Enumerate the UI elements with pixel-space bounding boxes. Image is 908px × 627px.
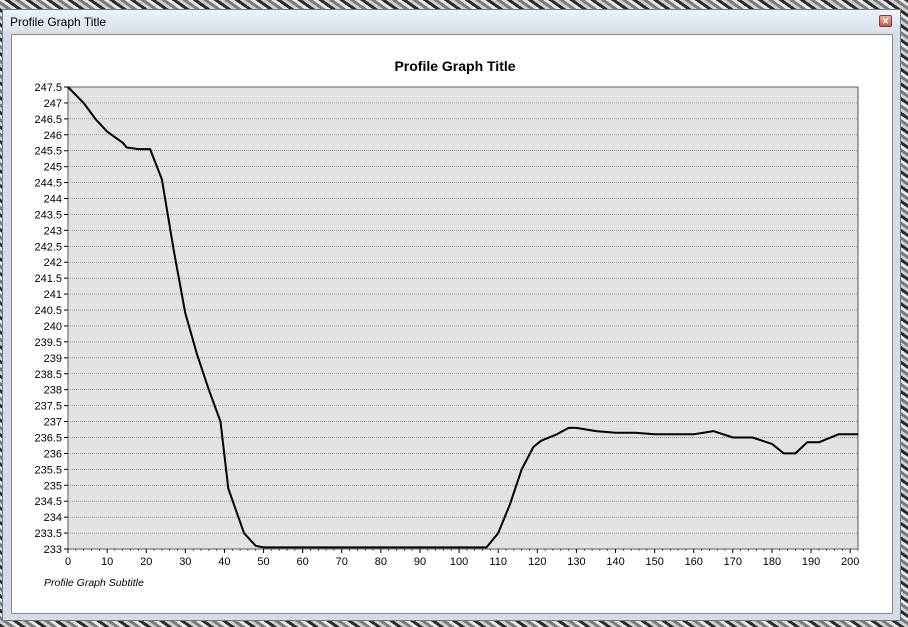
y-tick-label: 243 — [44, 225, 62, 237]
x-tick-label: 130 — [567, 556, 585, 568]
x-tick-label: 100 — [450, 556, 468, 568]
x-tick-label: 90 — [414, 556, 426, 568]
chart-subtitle: Profile Graph Subtitle — [44, 577, 144, 589]
x-tick-label: 80 — [375, 556, 387, 568]
x-tick-label: 0 — [65, 556, 71, 568]
x-tick-label: 30 — [179, 556, 191, 568]
y-tick-label: 235.5 — [34, 464, 62, 476]
y-tick-label: 247 — [44, 98, 62, 110]
x-tick-label: 140 — [606, 556, 624, 568]
y-tick-label: 243.5 — [34, 209, 62, 221]
x-tick-label: 200 — [841, 556, 859, 568]
x-tick-label: 70 — [336, 556, 348, 568]
y-tick-label: 234 — [44, 512, 62, 524]
y-tick-label: 239 — [44, 353, 62, 365]
profile-chart: 233 233.5 234 234.5 235 235.5 236 236.5 237 237.5… — [34, 58, 859, 589]
x-tick-label: 190 — [802, 556, 820, 568]
y-tick-label: 238 — [44, 385, 62, 397]
x-tick-label: 10 — [101, 556, 113, 568]
close-icon[interactable]: ✕ — [879, 15, 892, 27]
y-tick-label: 236.5 — [34, 432, 62, 444]
y-tick-label: 233.5 — [34, 528, 62, 540]
profile-series-line — [67, 86, 858, 549]
y-tick-label: 244 — [44, 194, 62, 206]
y-tick-label: 240 — [44, 321, 62, 333]
window-title: Profile Graph Title — [10, 15, 107, 29]
chart-title: Profile Graph Title — [394, 58, 515, 74]
y-tick-label: 244.5 — [34, 178, 62, 190]
y-tick-label: 233 — [44, 544, 62, 556]
y-tick-label: 238.5 — [34, 369, 62, 381]
x-tick-label: 50 — [257, 556, 269, 568]
y-tick-label: 246 — [44, 130, 62, 142]
plot-area — [67, 86, 859, 550]
y-tick-label: 234.5 — [34, 496, 62, 508]
y-tick-label: 242 — [44, 257, 62, 269]
y-tick-label: 246.5 — [34, 114, 62, 126]
x-tick-label: 170 — [724, 556, 742, 568]
x-tick-label: 180 — [763, 556, 781, 568]
y-tick-label: 240.5 — [34, 305, 62, 317]
profile-graph-window: Profile Graph Title ✕ 233 233.5 234 234.5 23… — [2, 9, 901, 621]
x-tick-label: 60 — [297, 556, 309, 568]
y-tick-label: 237.5 — [34, 401, 62, 413]
y-tick-label: 241 — [44, 289, 62, 301]
y-tick-label: 236 — [44, 448, 62, 460]
x-tick-label: 20 — [140, 556, 152, 568]
x-tick-label: 150 — [645, 556, 663, 568]
title-bar[interactable]: Profile Graph Title ✕ — [3, 10, 900, 32]
y-tick-label: 235 — [44, 480, 62, 492]
y-tick-label: 247.5 — [34, 82, 62, 94]
x-tick-label: 40 — [218, 556, 230, 568]
y-tick-label: 239.5 — [34, 337, 62, 349]
x-tick-label: 160 — [685, 556, 703, 568]
y-tick-label: 241.5 — [34, 273, 62, 285]
graph-panel: 233 233.5 234 234.5 235 235.5 236 236.5 237 237.5… — [11, 34, 893, 614]
y-tick-label: 245 — [44, 162, 62, 174]
x-tick-label: 120 — [528, 556, 546, 568]
y-tick-label: 245.5 — [34, 146, 62, 158]
y-tick-label: 237 — [44, 417, 62, 429]
y-tick-label: 242.5 — [34, 241, 62, 253]
x-tick-label: 110 — [489, 556, 507, 568]
